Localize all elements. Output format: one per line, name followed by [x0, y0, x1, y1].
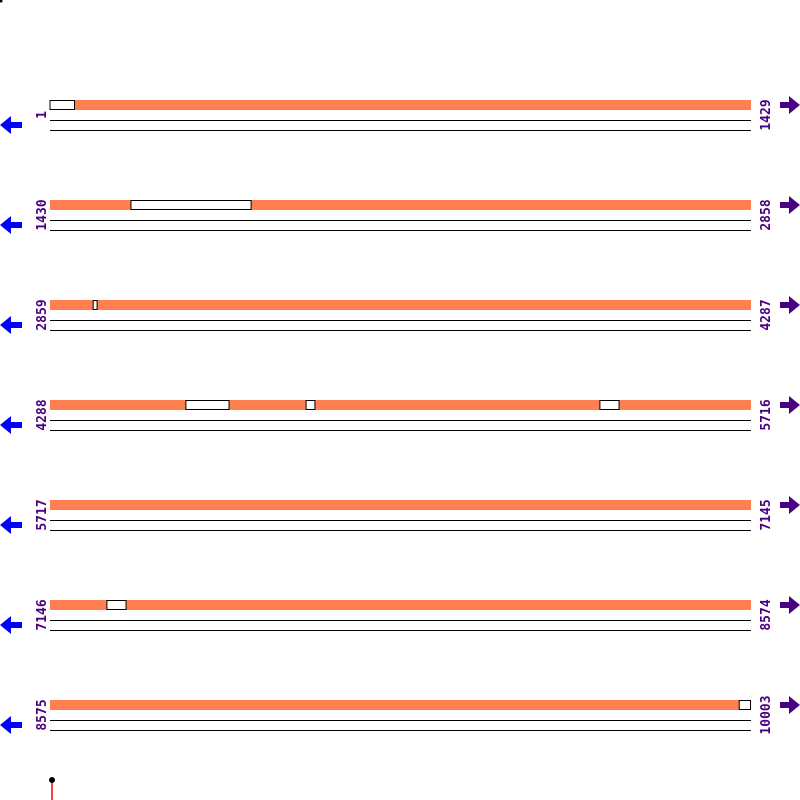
arrow-right-icon[interactable] — [780, 196, 800, 214]
coverage-gap — [49, 100, 76, 110]
coverage-gap — [738, 700, 752, 710]
row-start-label: 8575 — [35, 699, 50, 730]
coverage-gap — [130, 200, 252, 210]
arrow-right-icon[interactable] — [780, 396, 800, 414]
coverage-bar — [50, 600, 751, 610]
arrow-left-icon[interactable] — [0, 716, 22, 734]
arrow-right-icon[interactable] — [780, 296, 800, 314]
row-start-label: 7146 — [35, 599, 50, 630]
row-start-label: 5717 — [35, 499, 50, 530]
row-end-label: 2858 — [759, 199, 774, 230]
row-end-label: 5716 — [759, 399, 774, 430]
arrow-left-icon[interactable] — [0, 316, 22, 334]
row-start-label: 4288 — [35, 399, 50, 430]
row-start-label: 1 — [35, 111, 50, 119]
arrow-left-icon[interactable] — [0, 616, 22, 634]
arrow-left-icon[interactable] — [0, 216, 22, 234]
row-end-label: 1429 — [759, 99, 774, 130]
arrow-left-icon[interactable] — [0, 116, 22, 134]
sequence-row: 1430 2858 — [0, 196, 800, 234]
row-end-label: 4287 — [759, 299, 774, 330]
sequence-row: 4288 5716 — [0, 396, 800, 434]
row-end-label: 7145 — [759, 499, 774, 530]
coverage-gap — [92, 300, 98, 310]
coverage-gap — [305, 400, 316, 410]
sequence-row: 8575 10003 — [0, 695, 800, 735]
coverage-gap — [106, 600, 127, 610]
coverage-bar — [50, 700, 751, 710]
coverage-bar — [50, 300, 751, 310]
coverage-bar — [50, 200, 751, 210]
arrow-right-icon[interactable] — [780, 596, 800, 614]
arrow-left-icon[interactable] — [0, 416, 22, 434]
coverage-bar — [50, 100, 751, 110]
arrow-right-icon[interactable] — [780, 96, 800, 114]
sequence-row: 5717 7145 — [0, 496, 800, 534]
coverage-gap — [599, 400, 620, 410]
sequence-row: 2859 4287 — [0, 296, 800, 334]
position-marker-icon — [49, 777, 55, 800]
arrow-right-icon[interactable] — [780, 696, 800, 714]
coverage-gap — [185, 400, 230, 410]
coverage-bar — [50, 500, 751, 510]
origin-dot — [0, 0, 3, 3]
row-end-label: 8574 — [759, 599, 774, 630]
row-start-label: 1430 — [35, 199, 50, 230]
arrow-left-icon[interactable] — [0, 516, 22, 534]
row-start-label: 2859 — [35, 299, 50, 330]
coverage-bar — [50, 400, 751, 410]
arrow-right-icon[interactable] — [780, 496, 800, 514]
sequence-row: 1 1429 — [0, 96, 800, 134]
row-end-label: 10003 — [759, 695, 774, 734]
sequence-row: 7146 8574 — [0, 596, 800, 634]
